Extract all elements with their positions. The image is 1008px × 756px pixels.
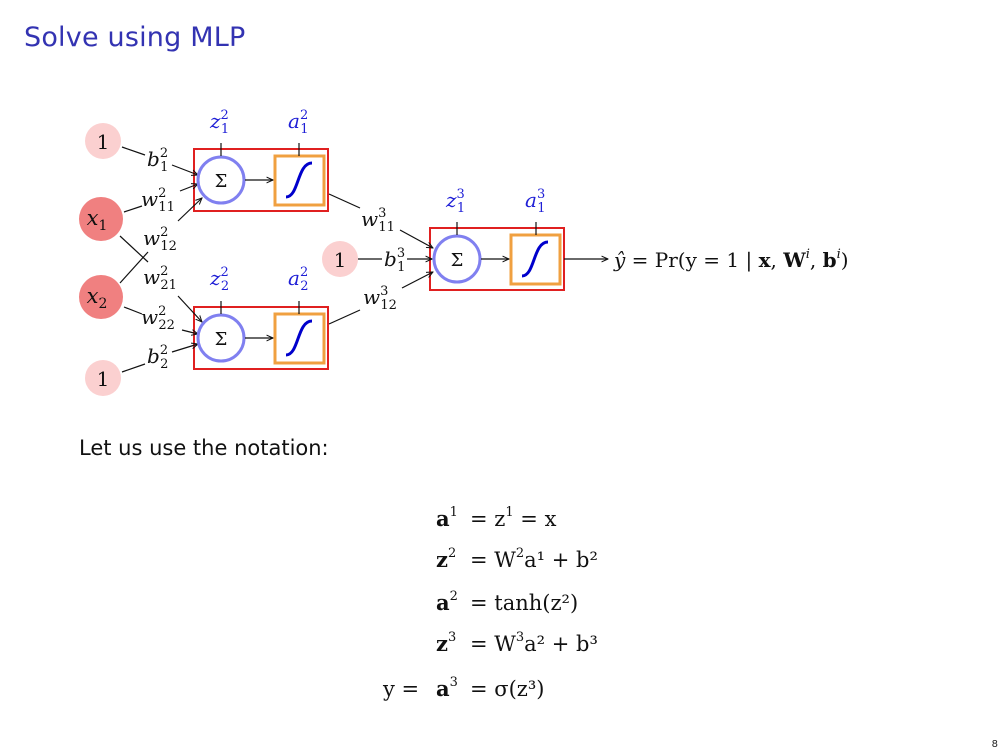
edge-bias-top-to-h1 bbox=[121, 146, 146, 156]
mlp-diagram: 1 x1 x2 1 1 Σ Σ Σ b2 1 bbox=[79, 108, 849, 396]
weight-label-w12-2: w2 12 bbox=[143, 225, 177, 254]
edge-bias-bottom-to-h2-tail bbox=[171, 344, 198, 353]
edge-bias-bottom-to-h2 bbox=[121, 363, 146, 373]
weight-label-w22-2: w2 22 bbox=[141, 304, 175, 333]
equation-2: z2 = W2a¹ + b² bbox=[436, 546, 598, 572]
equation-1: a1 = z1 = x bbox=[436, 505, 557, 531]
sum-symbol-out: Σ bbox=[451, 250, 464, 271]
equation-4: z3 = W3a² + b³ bbox=[436, 630, 598, 656]
sum-node-out bbox=[432, 234, 482, 284]
bias-node-top-label: 1 bbox=[97, 130, 110, 154]
input-node-x2 bbox=[79, 275, 123, 319]
input-node-x1-label: x1 bbox=[87, 206, 108, 234]
edge-x1-to-h2 bbox=[119, 235, 149, 263]
edge-bias-top-to-h1-tail bbox=[171, 164, 198, 175]
weight-label-b1-3: b3 1 bbox=[384, 246, 405, 275]
neuron-label-z2-2: z2 2 bbox=[209, 265, 229, 294]
edge-x2-to-h2 bbox=[123, 306, 143, 315]
weight-label-w11-2: w2 11 bbox=[141, 186, 175, 215]
bias-node-output bbox=[322, 241, 358, 277]
sum-node-h1 bbox=[196, 155, 246, 205]
weight-label-w21-2: w2 21 bbox=[143, 264, 177, 293]
edge-x1-to-h1-tail bbox=[179, 184, 198, 192]
sigmoid-curve-h1 bbox=[285, 161, 313, 199]
hidden-neuron-2-box bbox=[193, 306, 329, 370]
equation-3: a2 = tanh(z²) bbox=[436, 589, 578, 615]
input-node-x1 bbox=[79, 197, 123, 241]
sigmoid-curve-h2 bbox=[285, 319, 313, 357]
edge-x2-to-h2-tail bbox=[181, 330, 198, 334]
weight-label-w11-3: w3 11 bbox=[361, 206, 395, 235]
notation-label: Let us use the notation: bbox=[79, 436, 329, 460]
bias-node-bottom bbox=[85, 360, 121, 396]
weight-label-b2-2: b2 2 bbox=[147, 343, 168, 372]
edge-x1-to-h1 bbox=[123, 205, 143, 213]
neuron-label-a1-2: a2 1 bbox=[288, 108, 309, 137]
page-number: 8 bbox=[991, 739, 998, 750]
edge-x2-to-h1-tail bbox=[177, 198, 202, 222]
neuron-label-a1-3: a3 1 bbox=[525, 187, 546, 216]
sum-node-h2 bbox=[196, 313, 246, 363]
edge-h1-to-out bbox=[328, 193, 361, 209]
neuron-label-z1-2: z2 1 bbox=[209, 108, 229, 137]
weight-label-b1-2: b2 1 bbox=[147, 146, 168, 175]
sigmoid-curve-out bbox=[521, 240, 549, 278]
sum-symbol-h2: Σ bbox=[215, 329, 228, 350]
output-formula: ŷ = Pr(y = 1 | x, Wi, bi) bbox=[613, 247, 849, 273]
edge-h2-to-out bbox=[328, 309, 361, 325]
weight-label-w12-3: w3 12 bbox=[363, 284, 397, 313]
edge-h1-to-out-tail bbox=[399, 229, 433, 248]
bias-node-top bbox=[85, 123, 121, 159]
neuron-label-a2-2: a2 2 bbox=[288, 265, 309, 294]
edge-h2-to-out-tail bbox=[401, 272, 433, 289]
input-node-x2-label: x2 bbox=[87, 284, 108, 312]
bias-node-bottom-label: 1 bbox=[97, 367, 110, 391]
edge-x1-to-h2-tail bbox=[177, 295, 202, 322]
hidden-neuron-1-box bbox=[193, 148, 329, 212]
bias-node-output-label: 1 bbox=[334, 248, 347, 272]
neuron-label-z1-3: z3 1 bbox=[445, 187, 465, 216]
sum-symbol-h1: Σ bbox=[215, 171, 228, 192]
equation-5: y = a3 = σ(z³) bbox=[382, 675, 544, 701]
slide-title: Solve using MLP bbox=[24, 22, 246, 53]
